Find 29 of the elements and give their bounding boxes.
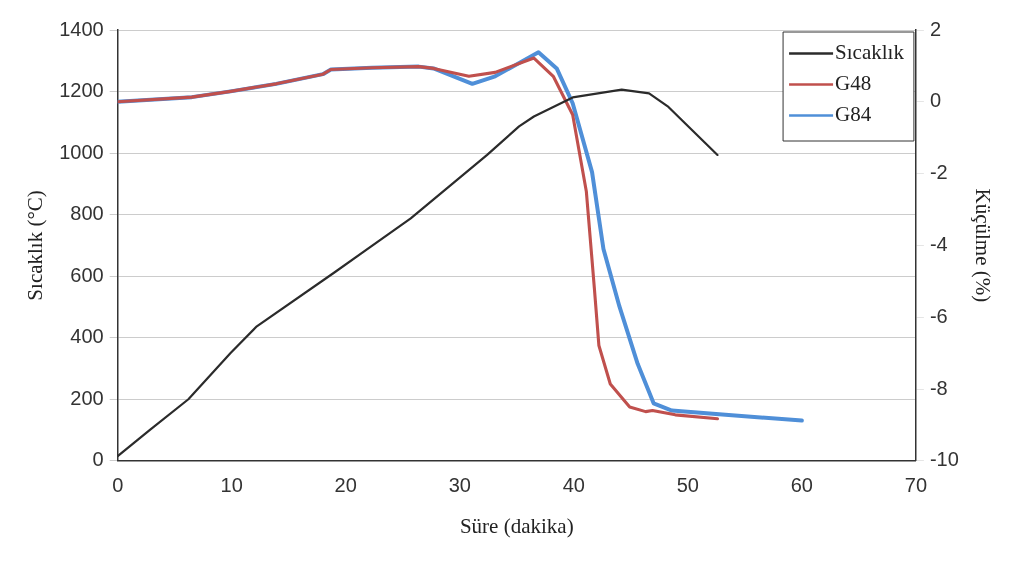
y2-tick-label: -2 <box>929 161 948 184</box>
y2-tick-label: -8 <box>929 376 948 399</box>
y-tick-label: 600 <box>70 263 104 286</box>
y2-axis-title: Küçülme (%) <box>970 188 995 303</box>
y-tick-label: 0 <box>92 448 104 471</box>
y-axis-title: Sıcaklık (°C) <box>23 190 48 301</box>
x-axis-title: Süre (dakika) <box>459 513 574 538</box>
y-tick-label: 800 <box>70 202 104 225</box>
legend-label: Sıcaklık <box>835 40 905 65</box>
x-tick-label: 50 <box>676 474 699 497</box>
y-tick-label: 400 <box>70 325 104 348</box>
x-tick-label: 30 <box>448 474 471 497</box>
legend-label: G48 <box>835 71 872 96</box>
y-tick-label: 200 <box>70 386 104 409</box>
x-tick-label: 10 <box>220 474 243 497</box>
y-tick-label: 1000 <box>59 140 104 163</box>
y2-tick-label: -10 <box>929 448 959 471</box>
y2-tick-label: -4 <box>929 232 948 255</box>
y2-tick-label: -6 <box>929 304 948 327</box>
x-tick-label: 0 <box>112 474 124 497</box>
x-tick-label: 40 <box>562 474 585 497</box>
x-tick-label: 60 <box>790 474 813 497</box>
y-tick-label: 1400 <box>59 17 104 40</box>
x-tick-label: 70 <box>904 474 928 497</box>
x-tick-label: 20 <box>334 474 357 497</box>
y-tick-label: 1200 <box>59 79 104 102</box>
legend-label: G84 <box>835 102 872 127</box>
y2-tick-label: 0 <box>929 89 942 112</box>
y2-tick-label: 2 <box>929 17 942 40</box>
